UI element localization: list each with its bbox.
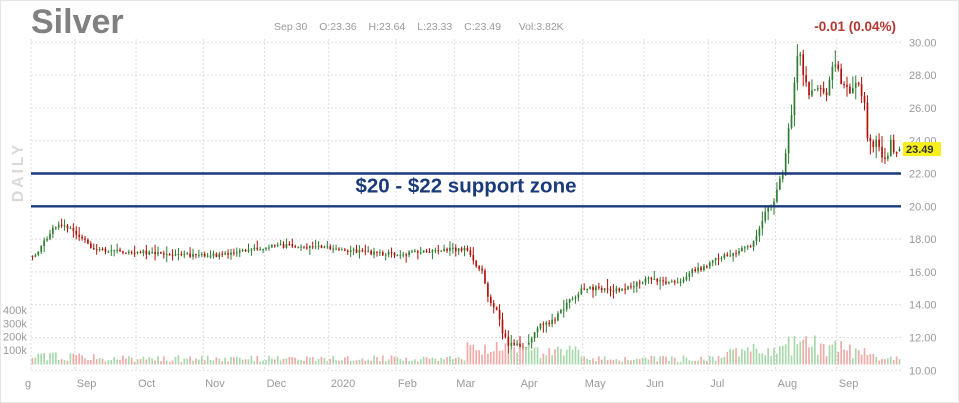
svg-text:$20 - $22 support zone: $20 - $22 support zone xyxy=(355,174,576,197)
svg-text:2020: 2020 xyxy=(331,378,355,390)
svg-text:Sep: Sep xyxy=(839,378,859,390)
svg-text:Sep: Sep xyxy=(77,378,97,390)
svg-text:10.00: 10.00 xyxy=(909,365,937,377)
svg-text:26.00: 26.00 xyxy=(909,103,937,115)
svg-text:20.00: 20.00 xyxy=(909,201,937,213)
svg-text:18.00: 18.00 xyxy=(909,234,937,246)
svg-text:Apr: Apr xyxy=(521,378,538,390)
svg-text:23.49: 23.49 xyxy=(906,144,934,156)
svg-text:30.00: 30.00 xyxy=(909,37,937,49)
svg-text:28.00: 28.00 xyxy=(909,70,937,82)
svg-text:200k: 200k xyxy=(3,332,27,344)
svg-text:Dec: Dec xyxy=(267,378,287,390)
svg-text:300k: 300k xyxy=(3,318,27,330)
svg-text:Nov: Nov xyxy=(205,378,225,390)
svg-text:16.00: 16.00 xyxy=(909,267,937,279)
svg-text:400k: 400k xyxy=(3,305,27,317)
svg-text:12.00: 12.00 xyxy=(909,333,937,345)
svg-text:22.00: 22.00 xyxy=(909,169,937,181)
svg-text:May: May xyxy=(585,378,606,390)
svg-text:Feb: Feb xyxy=(398,378,417,390)
svg-text:Jun: Jun xyxy=(646,378,664,390)
svg-text:14.00: 14.00 xyxy=(909,300,937,312)
svg-text:Jul: Jul xyxy=(710,378,724,390)
svg-text:Aug: Aug xyxy=(778,378,798,390)
svg-text:Oct: Oct xyxy=(138,378,155,390)
svg-text:g: g xyxy=(25,378,31,390)
svg-text:Mar: Mar xyxy=(456,378,475,390)
svg-text:100k: 100k xyxy=(3,345,27,357)
